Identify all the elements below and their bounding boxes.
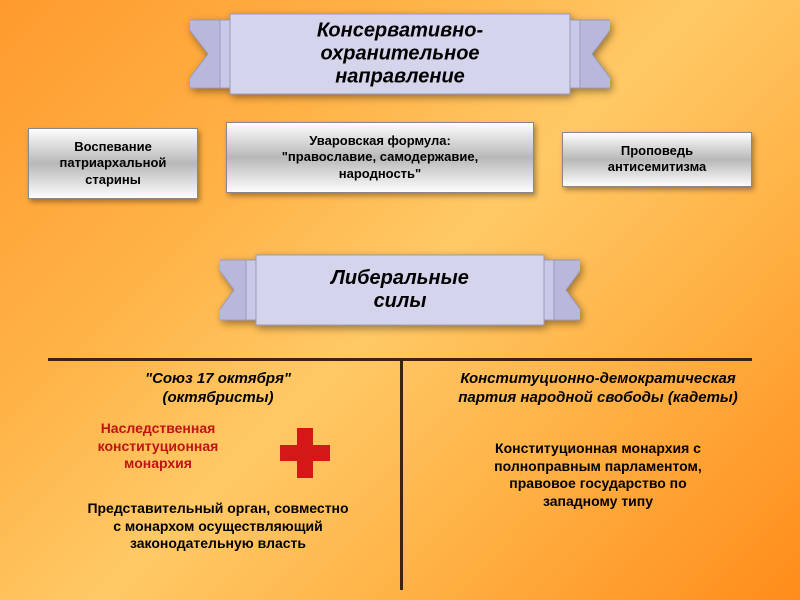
pill-0: Воспеваниепатриархальнойстарины	[28, 128, 198, 199]
vertical-divider	[400, 358, 403, 590]
lt1-l1: Наследственная	[101, 420, 216, 436]
lct-l2: (октябристы)	[162, 389, 273, 406]
lt2-l1: Представительный орган, совместно	[87, 500, 348, 516]
rt1-l4: западному типу	[543, 493, 653, 509]
lt1-l3: монархия	[124, 455, 192, 471]
lt1-l2: конституционная	[98, 438, 219, 454]
rt1-l3: правовое государство по	[509, 475, 686, 491]
right-text-1: Конституционная монархия с полноправным …	[438, 440, 758, 510]
left-text-1: Наследственная конституционная монархия	[48, 420, 268, 473]
rct-l1: Конституционно-демократическая	[460, 370, 735, 387]
banner-liberal-text: Либеральные силы	[331, 267, 469, 313]
left-col-title: "Союз 17 октября" (октябристы)	[48, 370, 388, 408]
rt1-l2: полноправным парламентом,	[494, 458, 702, 474]
plus-icon	[280, 428, 330, 478]
rt1-l1: Конституционная монархия с	[495, 440, 701, 456]
rct-l2: партия народной свободы (кадеты)	[458, 389, 738, 406]
banner2-l1: Либеральные	[331, 267, 469, 289]
diagram-content: Консервативно- охранительное направление…	[0, 0, 800, 600]
banner-conservative-text: Консервативно- охранительное направление	[317, 20, 483, 89]
banner-conservative: Консервативно- охранительное направление	[190, 8, 610, 100]
cross-horizontal	[280, 445, 330, 461]
lct-l1: "Союз 17 октября"	[145, 370, 291, 387]
banner1-l2: охранительное	[320, 43, 479, 65]
banner2-l2: силы	[374, 290, 427, 312]
banner1-l3: направление	[335, 66, 465, 88]
pill-1: Уваровская формула:"православие, самодер…	[226, 122, 534, 193]
right-col-title: Конституционно-демократическая партия на…	[418, 370, 778, 408]
lt2-l2: с монархом осуществляющий	[113, 518, 323, 534]
pill-2: Проповедьантисемитизма	[562, 132, 752, 187]
banner1-l1: Консервативно-	[317, 20, 483, 42]
left-text-2: Представительный орган, совместно с мона…	[48, 500, 388, 553]
banner-liberal: Либеральные силы	[220, 250, 580, 330]
lt2-l3: законодательную власть	[130, 535, 306, 551]
